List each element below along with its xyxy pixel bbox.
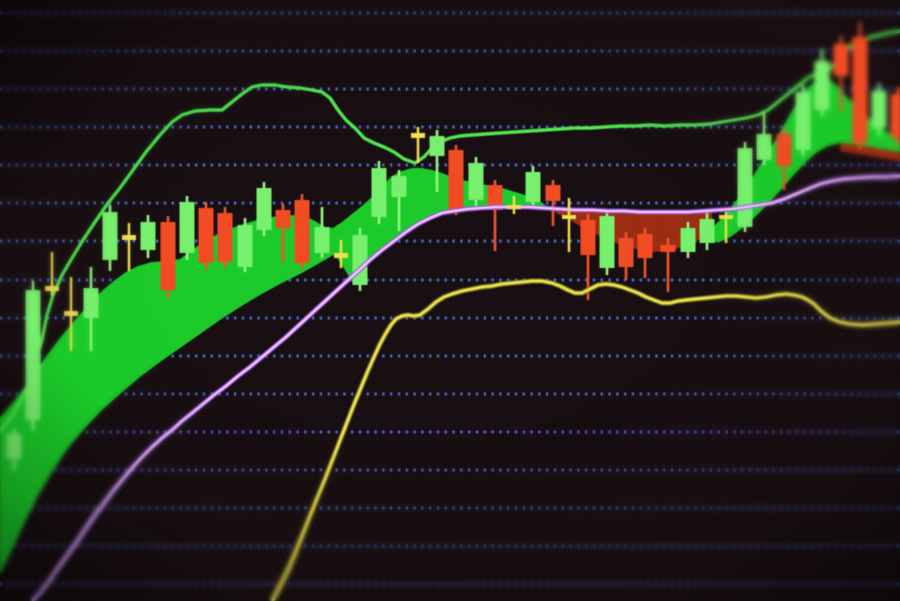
candle-up — [737, 142, 753, 232]
candle-body — [371, 168, 387, 217]
candle-body — [660, 245, 676, 252]
candle-down — [852, 22, 868, 149]
doji-open-close-dash — [719, 215, 733, 219]
candle-body — [83, 288, 99, 318]
candle-up — [237, 218, 253, 272]
candle-body — [776, 134, 792, 166]
candle-up — [256, 182, 272, 236]
candle-down — [294, 194, 310, 269]
doji-open-close-dash — [64, 311, 78, 316]
candle-body — [160, 222, 176, 290]
candle-body — [25, 290, 41, 420]
candle-body — [102, 212, 118, 260]
candle-body — [256, 188, 272, 230]
candle-body — [448, 150, 464, 210]
candle-body — [314, 227, 330, 253]
candle-body — [814, 61, 830, 110]
candle-body — [179, 202, 195, 253]
candle-down — [217, 207, 233, 268]
candle-body — [699, 219, 715, 243]
candle-body — [525, 172, 541, 202]
doji-open-close-dash — [562, 215, 576, 219]
doji-open-close-dash — [334, 253, 348, 258]
doji-open-close-dash — [45, 286, 59, 291]
candle-body — [545, 185, 561, 201]
candle-up — [525, 166, 541, 208]
candle-up — [468, 157, 484, 206]
candle-body — [756, 134, 772, 160]
candle-up — [352, 228, 368, 291]
candle-body — [275, 210, 291, 228]
candle-body — [599, 216, 615, 268]
candle-body — [429, 136, 445, 156]
candle-body — [391, 176, 407, 197]
candle-body — [217, 213, 233, 262]
candle-body — [198, 208, 214, 263]
candle-body — [468, 163, 484, 200]
candle-body — [6, 434, 22, 459]
candle-up — [25, 281, 41, 431]
candle-down — [448, 145, 464, 215]
candle-up — [179, 196, 195, 260]
candle-up — [599, 210, 615, 275]
doji-open-close-dash — [507, 205, 521, 209]
doji-open-close-dash — [411, 133, 425, 138]
candle-body — [140, 222, 156, 250]
candle-body — [637, 234, 653, 258]
candle-body — [580, 220, 596, 255]
candle-body — [737, 148, 753, 227]
candle-body — [852, 37, 868, 143]
candle-body — [618, 238, 634, 267]
candle-down — [160, 216, 176, 298]
candle-up — [795, 85, 811, 156]
candle-body — [352, 235, 368, 285]
candle-body — [237, 225, 253, 267]
candle-body — [294, 200, 310, 263]
candle-body — [680, 228, 696, 252]
candle-body — [795, 92, 811, 150]
candle-up — [371, 161, 387, 224]
candle-body — [890, 94, 900, 138]
candle-body — [871, 91, 887, 128]
candle-down — [890, 87, 900, 145]
doji-open-close-dash — [122, 235, 136, 240]
candle-body — [833, 44, 849, 76]
candle-down — [198, 202, 214, 270]
